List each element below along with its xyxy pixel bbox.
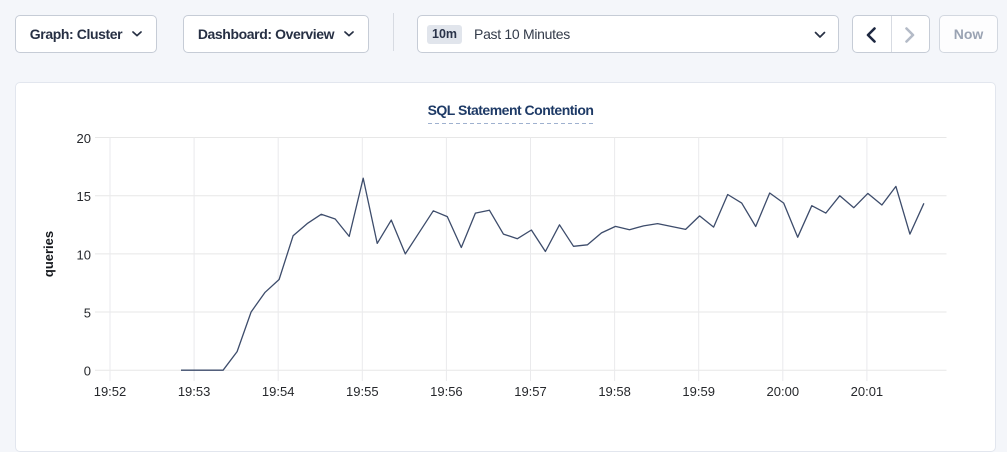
svg-text:19:57: 19:57 <box>514 384 547 399</box>
svg-text:15: 15 <box>77 189 91 204</box>
svg-text:queries: queries <box>41 231 56 277</box>
svg-text:19:59: 19:59 <box>682 384 715 399</box>
svg-text:19:52: 19:52 <box>94 384 127 399</box>
svg-text:19:54: 19:54 <box>262 384 295 399</box>
svg-text:19:53: 19:53 <box>178 384 211 399</box>
svg-text:0: 0 <box>84 364 91 379</box>
svg-text:19:56: 19:56 <box>430 384 463 399</box>
svg-text:5: 5 <box>84 306 91 321</box>
svg-text:20:00: 20:00 <box>767 384 800 399</box>
svg-text:20:01: 20:01 <box>851 384 884 399</box>
svg-text:19:58: 19:58 <box>598 384 631 399</box>
svg-text:10: 10 <box>77 247 91 262</box>
svg-text:20: 20 <box>77 131 91 146</box>
svg-text:19:55: 19:55 <box>346 384 379 399</box>
